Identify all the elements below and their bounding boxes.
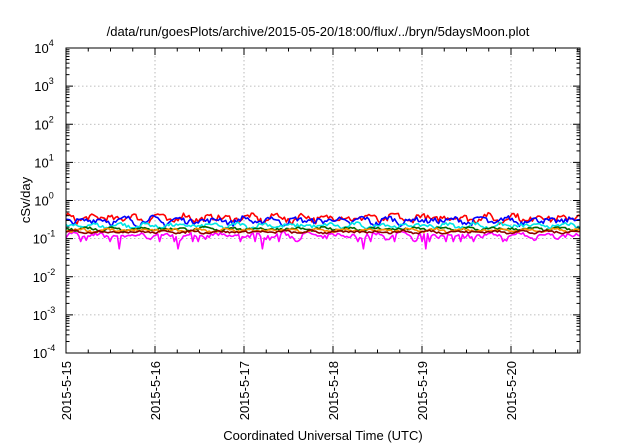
series-line xyxy=(65,211,581,226)
y-tick-label: 101 xyxy=(34,152,53,170)
series-line xyxy=(65,214,580,229)
y-tick-label: 104 xyxy=(34,38,53,56)
x-tick-label: 2015-5-17 xyxy=(237,361,252,420)
y-tick-label: 102 xyxy=(34,114,53,132)
ticks xyxy=(65,47,580,354)
x-tick-label: 2015-5-19 xyxy=(415,361,430,420)
y-tick-label: 10-2 xyxy=(33,267,55,285)
chart-title: /data/run/goesPlots/archive/2015-05-20/1… xyxy=(107,24,530,39)
x-tick-label: 2015-5-20 xyxy=(504,361,519,420)
y-tick-exponent: 0 xyxy=(49,191,54,201)
y-tick-exponent: -4 xyxy=(47,343,55,353)
y-tick-exponent: 2 xyxy=(49,114,54,124)
series-layer xyxy=(65,211,581,250)
y-tick-label: 10-4 xyxy=(33,343,55,361)
y-tick-exponent: -3 xyxy=(47,305,55,315)
y-tick-exponent: 3 xyxy=(49,76,54,86)
grid xyxy=(66,48,580,353)
y-tick-exponent: -2 xyxy=(47,267,55,277)
x-axis-title: Coordinated Universal Time (UTC) xyxy=(223,428,422,443)
y-tick-exponent: -1 xyxy=(47,229,55,239)
x-tick-labels: 2015-5-15 2015-5-16 2015-5-17 2015-5-18 2015… xyxy=(59,361,519,420)
y-tick-label: 100 xyxy=(34,191,53,209)
y-tick-exponent: 1 xyxy=(49,152,54,162)
y-tick-label: 10-1 xyxy=(33,229,55,247)
series-line xyxy=(65,221,581,231)
x-tick-label: 2015-5-18 xyxy=(326,361,341,420)
series-line xyxy=(65,230,581,250)
x-tick-label: 2015-5-16 xyxy=(148,361,163,420)
y-axis-title: cSv/day xyxy=(18,176,33,223)
series-line xyxy=(65,229,580,235)
y-tick-label: 10-3 xyxy=(33,305,55,323)
y-tick-exponent: 4 xyxy=(49,38,54,48)
x-tick-label: 2015-5-15 xyxy=(59,361,74,420)
y-tick-label: 103 xyxy=(34,76,53,94)
